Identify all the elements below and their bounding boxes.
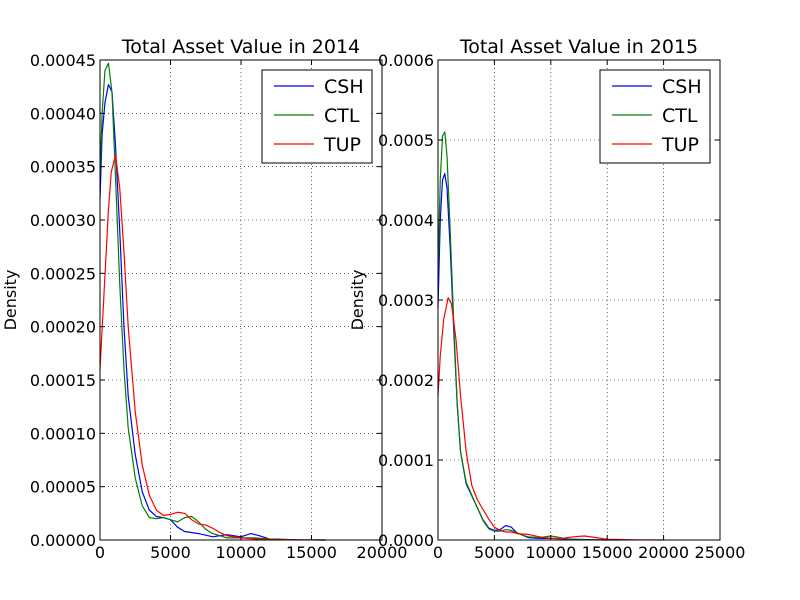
x-tick-label: 5000 xyxy=(150,543,191,562)
series-line-tup xyxy=(99,154,326,541)
series-line-tup xyxy=(437,297,664,541)
chart-title: Total Asset Value in 2015 xyxy=(459,36,698,58)
y-tick-label: 0.00020 xyxy=(30,318,96,337)
x-tick-label: 10000 xyxy=(216,543,267,562)
legend: CSH CTL TUP xyxy=(599,69,711,164)
x-tick-label: 20000 xyxy=(357,543,408,562)
series-line-ctl xyxy=(437,131,608,541)
y-tick-label: 0.00000 xyxy=(30,531,96,550)
y-tick-label: 0.00045 xyxy=(30,51,96,70)
y-tick-label: 0.0006 xyxy=(378,51,434,70)
chart-panel-2015: Total Asset Value in 2015 Density 0 5000 1… xyxy=(348,36,745,562)
y-tick-label: 0.0000 xyxy=(378,531,434,550)
y-tick-label: 0.0001 xyxy=(378,451,434,470)
y-tick-label: 0.0004 xyxy=(378,211,434,230)
y-tick-label: 0.00040 xyxy=(30,104,96,123)
legend-box xyxy=(261,69,373,164)
legend: CSH CTL TUP xyxy=(261,69,373,164)
y-axis-label: Density xyxy=(348,270,367,331)
y-axis-ticks: 0.00000 0.00005 0.00010 0.00015 0.00020 0.000… xyxy=(30,51,382,550)
chart-panel-2014: Total Asset Value in 2014 Density 0 5000 1… xyxy=(1,36,407,562)
x-axis-ticks: 0 5000 10000 15000 20000 25000 xyxy=(433,60,746,562)
x-axis-ticks: 0 5000 10000 15000 20000 xyxy=(95,60,408,562)
legend-label: CSH xyxy=(662,76,702,98)
y-tick-label: 0.00010 xyxy=(30,424,96,443)
legend-label: CSH xyxy=(324,76,364,98)
series-line-ctl xyxy=(99,62,326,541)
y-axis-label: Density xyxy=(1,270,20,331)
y-tick-label: 0.00005 xyxy=(30,478,96,497)
y-axis-ticks: 0.0000 0.0001 0.0002 0.0003 0.0004 0.0005 0.00… xyxy=(378,51,720,550)
x-tick-label: 5000 xyxy=(474,543,515,562)
x-tick-label: 15000 xyxy=(286,543,337,562)
x-tick-label: 20000 xyxy=(638,543,689,562)
y-tick-label: 0.00030 xyxy=(30,211,96,230)
x-tick-label: 15000 xyxy=(582,543,633,562)
chart-title: Total Asset Value in 2014 xyxy=(121,36,360,58)
x-tick-label: 0 xyxy=(95,543,105,562)
x-tick-label: 25000 xyxy=(695,543,746,562)
y-tick-label: 0.00025 xyxy=(30,264,96,283)
y-tick-label: 0.00015 xyxy=(30,371,96,390)
y-tick-label: 0.0003 xyxy=(378,291,434,310)
legend-label: CTL xyxy=(662,105,698,127)
y-tick-label: 0.00035 xyxy=(30,158,96,177)
legend-label: TUP xyxy=(661,134,699,156)
y-tick-label: 0.0005 xyxy=(378,131,434,150)
legend-label: CTL xyxy=(324,105,360,127)
x-tick-label: 0 xyxy=(433,543,443,562)
grid-lines xyxy=(438,60,720,540)
y-tick-label: 0.0002 xyxy=(378,371,434,390)
x-tick-label: 10000 xyxy=(525,543,576,562)
legend-label: TUP xyxy=(323,134,361,156)
